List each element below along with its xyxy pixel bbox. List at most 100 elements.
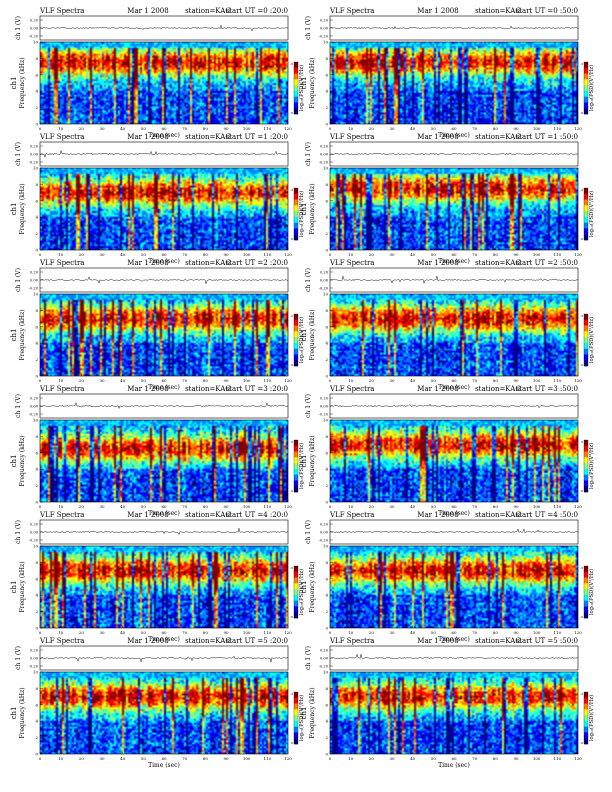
colorbar-swatch — [294, 188, 298, 195]
channel-label: ch1 — [10, 203, 18, 216]
x-tick-label: 30 — [389, 756, 395, 761]
spectrogram-panel: VLF Spectra Mar 1 2008 station=KAG start UT… — [4, 258, 305, 391]
colorbar-tick-label: -6 — [290, 741, 293, 745]
x-tick-label: 120 — [284, 504, 292, 509]
y-tick-label: 6 — [325, 576, 328, 581]
x-tick-label: 0 — [39, 126, 42, 131]
x-tick-label: 120 — [284, 756, 292, 761]
colorbar-swatch — [294, 440, 298, 447]
spectrogram-image — [330, 42, 578, 124]
spectrogram-image — [40, 672, 288, 754]
colorbar-swatch — [294, 583, 298, 590]
trace-tick-label: 0.20 — [320, 649, 329, 653]
y-tick-label: 0 — [35, 752, 38, 757]
x-axis-label: Time (sec) — [148, 258, 180, 265]
chart-date: Mar 1 2008 — [127, 133, 168, 141]
trace-tick-label: 0.20 — [30, 19, 39, 23]
spectrogram-image — [330, 420, 578, 502]
colorbar-tick-label: -3 — [290, 692, 293, 696]
x-tick-label: 90 — [513, 252, 519, 257]
channel-label: ch1 — [10, 77, 18, 90]
x-tick-label: 0 — [329, 126, 332, 131]
y-axis-label: Frequency (kHz) — [309, 57, 316, 108]
trace-axis-label: ch 1 (V) — [305, 142, 312, 166]
colorbar-swatch — [584, 703, 588, 710]
colorbar-swatch — [584, 474, 588, 481]
trace-axis-label: ch 1 (V) — [305, 520, 312, 544]
trace-tick-label: -0.20 — [319, 413, 329, 417]
colorbar-swatch — [584, 577, 588, 584]
x-tick-label: 50 — [431, 252, 437, 257]
x-tick-label: 50 — [431, 756, 437, 761]
y-tick-label: 8 — [325, 560, 328, 565]
station-label: station=KAG — [185, 385, 231, 393]
y-axis-label: Frequency (kHz) — [19, 435, 26, 486]
x-axis-label: Time (sec) — [438, 510, 470, 517]
y-tick-label: 4 — [35, 215, 38, 220]
colorbar-swatch — [584, 571, 588, 578]
start-time-label: start UT =4 :50:0 — [516, 511, 578, 519]
waveform-trace — [329, 152, 579, 156]
x-tick-label: 110 — [264, 504, 272, 509]
x-tick-label: 110 — [264, 378, 272, 383]
spectrogram-panel: VLF Spectra Mar 1 2008 station=KAG start UT… — [294, 258, 595, 391]
colorbar-swatch — [584, 468, 588, 475]
x-axis-label: Time (sec) — [438, 384, 470, 391]
colorbar-swatch — [584, 360, 588, 367]
trace-tick-label: 0.20 — [30, 523, 39, 527]
x-axis-label: Time (sec) — [438, 132, 470, 139]
colorbar-swatch — [584, 726, 588, 733]
chart-title: VLF Spectra — [39, 511, 84, 519]
x-tick-label: 80 — [493, 756, 499, 761]
chart-title: VLF Spectra — [39, 637, 84, 645]
chart-date: Mar 1 2008 — [417, 133, 458, 141]
x-tick-label: 30 — [389, 630, 395, 635]
x-tick-label: 120 — [284, 126, 292, 131]
x-tick-label: 70 — [472, 378, 478, 383]
y-tick-label: 2 — [325, 609, 328, 614]
trace-tick-label: -0.20 — [319, 35, 329, 39]
x-tick-label: 60 — [451, 378, 457, 383]
spectrogram-panel: VLF Spectra Mar 1 2008 station=KAG start UT… — [294, 6, 595, 139]
colorbar-swatch — [294, 600, 298, 607]
x-tick-label: 50 — [141, 126, 147, 131]
station-label: station=KAG — [475, 385, 521, 393]
colorbar-label: log₁₀(PSD)(V²/Hz) — [588, 65, 595, 111]
station-label: station=KAG — [185, 259, 231, 267]
channel-label: ch1 — [300, 329, 308, 342]
x-tick-label: 10 — [58, 504, 64, 509]
y-tick-label: 2 — [325, 231, 328, 236]
trace-frame — [329, 141, 579, 167]
x-tick-label: 40 — [410, 756, 416, 761]
colorbar-label: log₁₀(PSD)(V²/Hz) — [588, 317, 595, 363]
y-tick-label: 10 — [33, 166, 39, 171]
x-tick-label: 20 — [369, 378, 375, 383]
spectrogram-panel: VLF Spectra Mar 1 2008 station=KAG start UT… — [4, 6, 305, 139]
colorbar-swatch — [584, 325, 588, 332]
colorbar-tick-label: -3 — [290, 188, 293, 192]
colorbar-swatch — [294, 331, 298, 338]
spectrogram-panel: VLF Spectra Mar 1 2008 station=KAG start UT… — [4, 132, 305, 265]
y-tick-label: 0 — [35, 248, 38, 253]
y-axis-label: Frequency (kHz) — [19, 183, 26, 234]
colorbar-swatch — [584, 451, 588, 458]
colorbar-swatch — [294, 337, 298, 344]
x-axis-label: Time (sec) — [148, 132, 180, 139]
channel-label: ch1 — [300, 203, 308, 216]
y-axis-label: Frequency (kHz) — [309, 561, 316, 612]
x-tick-label: 120 — [284, 378, 292, 383]
colorbar-swatch — [584, 342, 588, 349]
colorbar-swatch — [584, 354, 588, 361]
colorbar-swatch — [584, 732, 588, 739]
x-tick-label: 110 — [554, 126, 562, 131]
x-tick-label: 70 — [182, 378, 188, 383]
x-tick-label: 120 — [284, 252, 292, 257]
x-axis-label: Time (sec) — [148, 384, 180, 391]
colorbar-swatch — [584, 566, 588, 573]
y-tick-label: 6 — [35, 324, 38, 329]
